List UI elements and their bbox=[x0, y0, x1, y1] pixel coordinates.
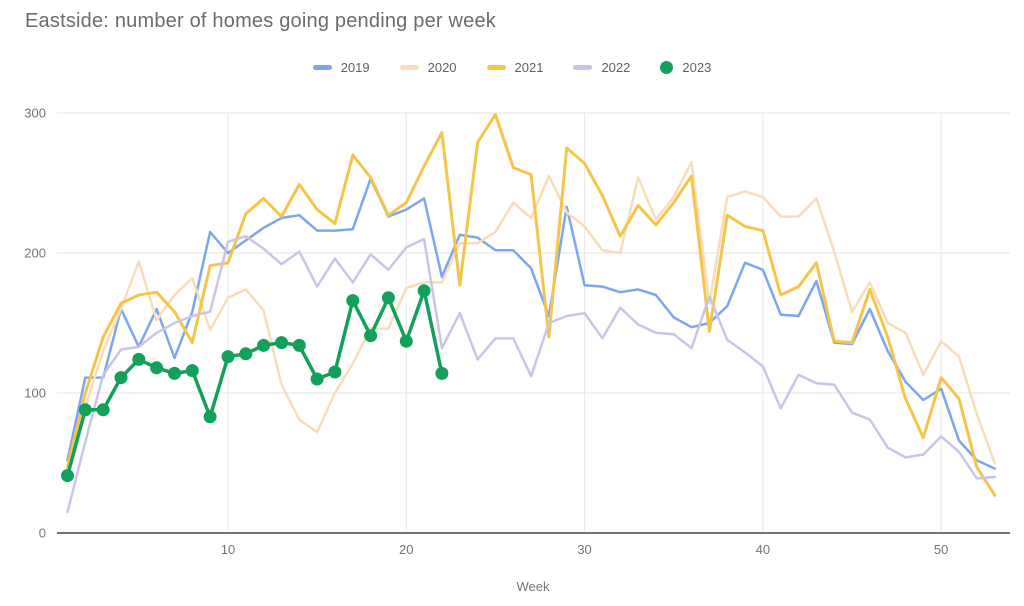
axis-tick-labels: 0 100 200 300 10 20 30 40 50 bbox=[24, 106, 948, 558]
y-tick-label-300: 300 bbox=[24, 106, 46, 121]
data-point-2023-week-22 bbox=[435, 366, 449, 380]
data-point-2023-week-4 bbox=[114, 371, 128, 385]
x-axis-title: Week bbox=[517, 579, 550, 594]
legend-item-2020: 2020 bbox=[399, 60, 457, 75]
legend-item-2023: 2023 bbox=[660, 60, 711, 75]
chart-title: Eastside: number of homes going pending … bbox=[25, 10, 496, 32]
data-point-2023-week-21 bbox=[417, 284, 431, 298]
data-point-2023-week-7 bbox=[168, 366, 181, 380]
legend-label: 2020 bbox=[427, 60, 457, 75]
data-point-2023-week-19 bbox=[381, 291, 395, 305]
series-line-2023 bbox=[65, 289, 444, 478]
legend-item-2021: 2021 bbox=[486, 60, 544, 75]
y-tick-label-100: 100 bbox=[24, 386, 46, 401]
x-tick-label-50: 50 bbox=[934, 542, 948, 557]
legend-swatch-dot-icon bbox=[660, 61, 674, 74]
series-lines bbox=[61, 112, 997, 514]
data-point-2023-week-3 bbox=[96, 403, 110, 417]
data-point-2023-week-14 bbox=[292, 338, 306, 352]
x-tick-label-20: 20 bbox=[399, 542, 413, 557]
data-point-2023-week-17 bbox=[346, 294, 360, 308]
chart-legend: 2019 2020 2021 2022 2023 bbox=[0, 60, 1024, 75]
legend-label: 2021 bbox=[514, 60, 544, 75]
legend-swatch-line-icon bbox=[312, 65, 332, 70]
data-point-2023-week-1 bbox=[61, 469, 74, 483]
data-point-2023-week-15 bbox=[310, 372, 324, 386]
data-point-2023-week-16 bbox=[328, 365, 342, 379]
x-tick-label-40: 40 bbox=[756, 542, 770, 557]
legend-label: 2023 bbox=[682, 60, 712, 75]
data-point-2023-week-6 bbox=[150, 361, 164, 375]
legend-label: 2022 bbox=[601, 60, 631, 75]
legend-item-2022: 2022 bbox=[573, 60, 630, 75]
series-line-2022 bbox=[66, 234, 996, 514]
data-point-2023-week-8 bbox=[185, 364, 199, 378]
x-tick-label-30: 30 bbox=[577, 542, 591, 557]
data-point-2023-week-12 bbox=[257, 338, 271, 352]
data-point-2023-week-5 bbox=[132, 352, 146, 366]
data-point-2023-week-9 bbox=[203, 410, 217, 424]
data-point-2023-week-11 bbox=[239, 347, 253, 361]
legend-label: 2019 bbox=[340, 60, 370, 75]
data-point-2023-week-20 bbox=[399, 334, 413, 348]
y-tick-label-200: 200 bbox=[24, 246, 46, 261]
y-tick-label-0: 0 bbox=[39, 526, 46, 541]
data-point-2023-week-18 bbox=[364, 329, 378, 343]
series-line-2020 bbox=[66, 160, 996, 468]
legend-swatch-line-icon bbox=[399, 65, 419, 70]
data-point-2023-week-13 bbox=[275, 336, 288, 350]
legend-swatch-line-icon bbox=[573, 65, 593, 70]
legend-item-2019: 2019 bbox=[312, 60, 370, 75]
data-point-2023-week-10 bbox=[221, 350, 235, 364]
gridlines bbox=[57, 112, 1010, 533]
data-point-2023-week-2 bbox=[78, 403, 92, 417]
x-tick-label-10: 10 bbox=[221, 542, 235, 557]
series-line-2019 bbox=[66, 177, 996, 470]
legend-swatch-line-icon bbox=[486, 65, 506, 70]
